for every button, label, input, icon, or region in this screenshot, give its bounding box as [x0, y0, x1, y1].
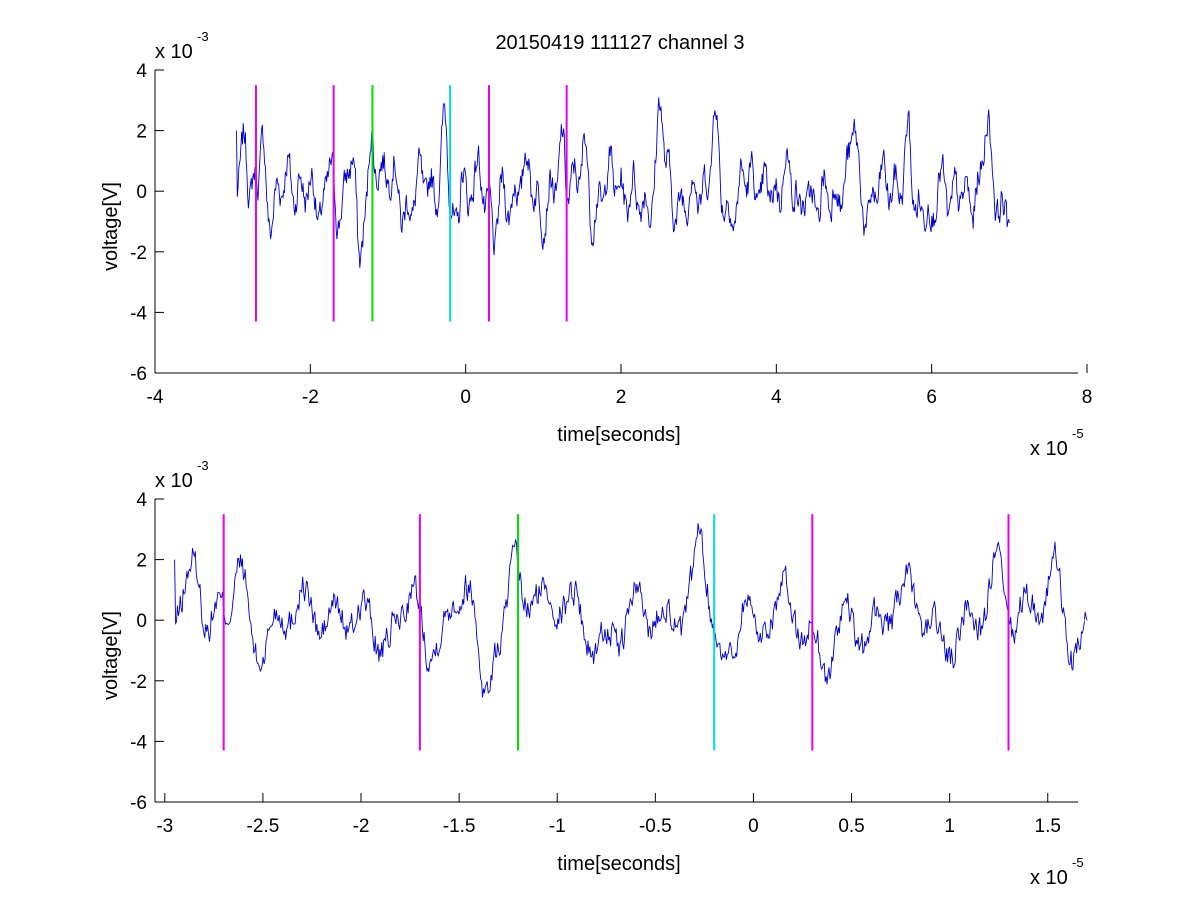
y-exponent-label: x 10	[155, 41, 193, 63]
y-exponent-label: x 10	[155, 470, 193, 492]
x-tick-label: 0	[748, 816, 759, 837]
x-axis-label: time[seconds]	[557, 853, 680, 875]
y-tick-label: 4	[136, 61, 147, 82]
y-axis-label: voltage[V]	[100, 611, 122, 700]
x-exponent-label: x 10	[1030, 438, 1068, 460]
x-tick-label: 1	[944, 816, 955, 837]
y-tick-label: -2	[130, 672, 147, 693]
chart-title: 20150419 111127 channel 3	[495, 32, 744, 54]
y-tick-label: -6	[130, 364, 147, 385]
signal-line	[236, 97, 1010, 268]
y-tick-label: 0	[136, 611, 147, 632]
x-exponent-power: -5	[1072, 855, 1084, 870]
y-tick-label: -2	[130, 243, 147, 264]
y-tick-label: 2	[136, 122, 147, 143]
x-tick-label: -1.5	[443, 816, 476, 837]
x-exponent-power: -5	[1072, 426, 1084, 441]
y-tick-label: -4	[130, 303, 147, 324]
x-tick-label: -2	[353, 816, 370, 837]
x-tick-label: 0.5	[838, 816, 864, 837]
x-tick-label: 2	[616, 387, 627, 408]
x-tick-label: -2	[302, 387, 319, 408]
y-tick-label: 4	[136, 490, 147, 511]
y-tick-label: -6	[130, 793, 147, 814]
y-tick-label: 0	[136, 182, 147, 203]
x-tick-label: -3	[156, 816, 173, 837]
y-axis-label: voltage[V]	[100, 182, 122, 271]
y-exponent-power: -3	[197, 458, 209, 473]
x-tick-label: 8	[1082, 387, 1093, 408]
y-tick-label: -4	[130, 732, 147, 753]
y-tick-label: 2	[136, 551, 147, 572]
y-exponent-power: -3	[197, 29, 209, 44]
x-tick-label: -2.5	[247, 816, 280, 837]
x-tick-label: -0.5	[639, 816, 672, 837]
x-tick-label: 4	[771, 387, 782, 408]
x-exponent-label: x 10	[1030, 867, 1068, 889]
x-tick-label: -1	[549, 816, 566, 837]
plot-bottom: -6 -4 -2 0 2 4 -3 -2.5 -2 -1.5 -1 -0.5 0 0.5 1 1.5 time[…	[100, 458, 1088, 889]
x-tick-label: 0	[460, 387, 471, 408]
x-tick-label: 6	[926, 387, 937, 408]
signal-line	[174, 523, 1088, 698]
x-tick-label: -4	[147, 387, 164, 408]
x-tick-label: 1.5	[1035, 816, 1061, 837]
x-axis-label: time[seconds]	[557, 424, 680, 446]
